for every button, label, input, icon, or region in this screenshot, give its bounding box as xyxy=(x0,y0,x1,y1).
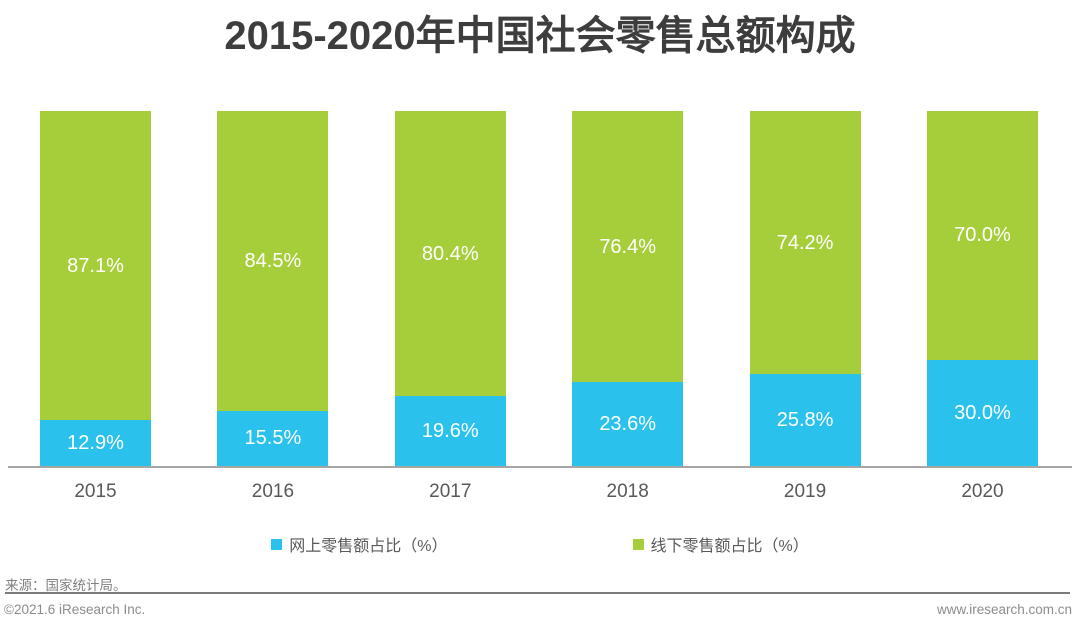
bar-segment-offline-2018: 76.4% xyxy=(572,111,683,382)
bar-segment-online-2018: 23.6% xyxy=(572,382,683,466)
x-axis-label-2020: 2020 xyxy=(927,481,1038,503)
chart-title: 2015-2020年中国社会零售总额构成 xyxy=(0,12,1080,60)
copyright-text: ©2021.6 iResearch Inc. xyxy=(4,602,145,617)
value-label-offline-2020: 70.0% xyxy=(954,225,1011,245)
value-label-offline-2018: 76.4% xyxy=(599,237,656,257)
footer-divider xyxy=(5,592,1070,594)
chart-legend: 网上零售额占比（%） 线下零售额占比（%） xyxy=(0,532,1080,556)
legend-label-offline: 线下零售额占比（%） xyxy=(651,532,809,556)
x-axis-label-2017: 2017 xyxy=(395,481,506,503)
value-label-offline-2016: 84.5% xyxy=(245,251,302,271)
value-label-online-2019: 25.8% xyxy=(777,410,834,430)
bar-2016: 84.5% 15.5% xyxy=(217,111,328,466)
value-label-offline-2019: 74.2% xyxy=(777,233,834,253)
bar-segment-offline-2019: 74.2% xyxy=(750,111,861,374)
bar-2020: 70.0% 30.0% xyxy=(927,111,1038,466)
bar-segment-offline-2015: 87.1% xyxy=(40,111,151,420)
x-axis-label-2015: 2015 xyxy=(40,481,151,503)
value-label-online-2015: 12.9% xyxy=(67,433,124,453)
legend-item-offline: 线下零售额占比（%） xyxy=(633,532,809,556)
bar-segment-offline-2016: 84.5% xyxy=(217,111,328,411)
legend-label-online: 网上零售额占比（%） xyxy=(289,532,447,556)
bar-segment-online-2020: 30.0% xyxy=(927,360,1038,467)
x-axis-label-2016: 2016 xyxy=(217,481,328,503)
value-label-online-2017: 19.6% xyxy=(422,421,479,441)
value-label-online-2020: 30.0% xyxy=(954,403,1011,423)
bar-2019: 74.2% 25.8% xyxy=(750,111,861,466)
bar-segment-offline-2020: 70.0% xyxy=(927,111,1038,360)
website-url: www.iresearch.com.cn xyxy=(937,602,1072,617)
bar-segment-online-2017: 19.6% xyxy=(395,396,506,466)
stacked-bar-chart: 87.1% 12.9% 84.5% 15.5% 80.4% 19.6% 76.4% 23.6%… xyxy=(40,111,1038,466)
value-label-offline-2017: 80.4% xyxy=(422,244,479,264)
bar-2017: 80.4% 19.6% xyxy=(395,111,506,466)
infographic-canvas: 2015-2020年中国社会零售总额构成 87.1% 12.9% 84.5% 15.5… xyxy=(0,0,1080,630)
source-note: 来源：国家统计局。 xyxy=(5,574,127,594)
x-axis-label-2019: 2019 xyxy=(750,481,861,503)
bar-segment-online-2015: 12.9% xyxy=(40,420,151,466)
bar-segment-online-2019: 25.8% xyxy=(750,374,861,466)
offline-series-swatch-icon xyxy=(633,539,644,550)
bar-2015: 87.1% 12.9% xyxy=(40,111,151,466)
online-series-swatch-icon xyxy=(271,539,282,550)
value-label-offline-2015: 87.1% xyxy=(67,256,124,276)
bar-2018: 76.4% 23.6% xyxy=(572,111,683,466)
bar-segment-offline-2017: 80.4% xyxy=(395,111,506,396)
value-label-online-2018: 23.6% xyxy=(599,414,656,434)
legend-item-online: 网上零售额占比（%） xyxy=(271,532,447,556)
x-axis-label-2018: 2018 xyxy=(572,481,683,503)
value-label-online-2016: 15.5% xyxy=(245,428,302,448)
x-axis-line xyxy=(8,466,1072,468)
bar-segment-online-2016: 15.5% xyxy=(217,411,328,466)
x-axis-labels: 2015 2016 2017 2018 2019 2020 xyxy=(40,481,1038,503)
